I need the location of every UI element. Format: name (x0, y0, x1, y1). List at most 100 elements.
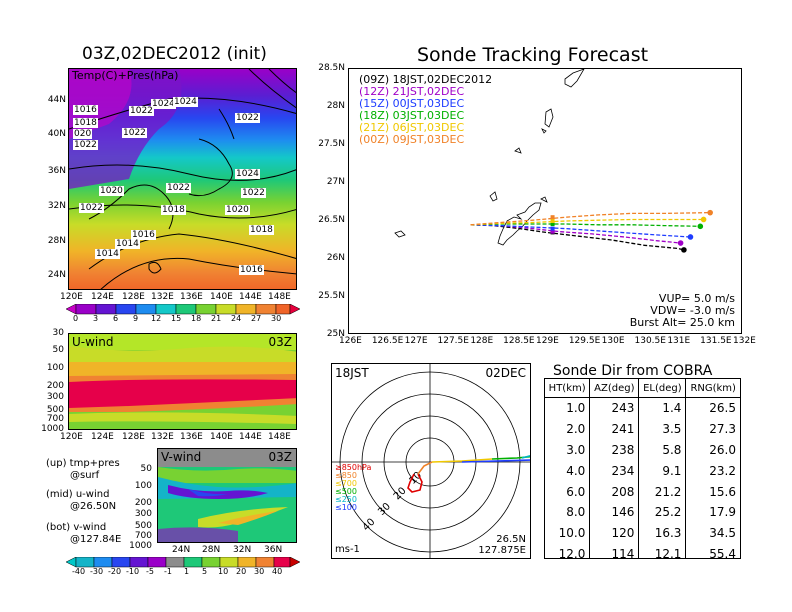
colorbar-tick: 30 (271, 314, 282, 323)
wind-colorbar-tick: 1 (184, 567, 190, 576)
uwind-panel: U-wind 03Z (68, 333, 297, 430)
track-lon-label: 126.5E (371, 336, 404, 346)
track-endpoint (677, 240, 684, 246)
polar-panel: 10 20 30 40 18JST 02DEC ≥850hPa ≤850 ≤700 ≤… (331, 363, 531, 559)
track-line (470, 224, 691, 238)
note-up-level: @surf (70, 470, 100, 481)
colorbar-tick: 15 (171, 314, 182, 323)
track-lat-label: 28N (326, 101, 345, 111)
table-cell: 12.1 (638, 543, 687, 558)
uwind-pres-label: 100 (46, 363, 64, 373)
level-legend-item: ≤250 (335, 495, 357, 504)
wind-colorbar-tick: 20 (236, 567, 247, 576)
wind-colorbar-tick: -40 (72, 567, 86, 576)
vwind-pres-label: 1000 (129, 541, 152, 551)
polar-unit: ms-1 (335, 544, 360, 555)
table-cell: 241 (589, 418, 640, 440)
vwind-field (158, 449, 296, 542)
vwind-lat-label: 32N (233, 545, 252, 555)
uwind-pres-label: 30 (52, 328, 64, 338)
table-row: 6.0 208 21.2 15.6 (545, 481, 740, 502)
table-cell: 146 (589, 501, 640, 523)
colorbar-tick: 24 (231, 314, 242, 323)
track-lat-label: 27N (326, 177, 345, 187)
map-lat-label: 32N (47, 201, 66, 211)
wind-trace (407, 473, 423, 493)
isobar-label: 1024 (151, 99, 176, 109)
vwind-pres-label: 300 (134, 509, 152, 519)
col-header-el: EL(deg) (638, 379, 687, 398)
table-cell: 1.4 (638, 397, 687, 419)
uwind-pres-label: 700 (46, 414, 64, 424)
track-marker (550, 226, 555, 231)
vwind-pres-label: 700 (134, 531, 152, 541)
track-lon-label: 131E (667, 336, 691, 346)
table-cell: 26.0 (709, 442, 736, 457)
track-lat-label: 25N (326, 329, 345, 339)
isobar-label: 1016 (131, 230, 156, 240)
wind-colorbar-tick: 5 (202, 567, 208, 576)
level-legend-item: ≤500 (335, 487, 357, 496)
legend-item: (21Z) 06JST,03DEC (359, 121, 465, 134)
param-vup: VUP= 5.0 m/s (658, 292, 735, 305)
table-cell: 15.6 (709, 484, 736, 499)
colorbar-tick: 27 (251, 314, 262, 323)
table-row: 1.0 243 1.4 26.5 (545, 397, 740, 419)
map-lon-label: 124E (91, 292, 114, 302)
ring-label: 20 (392, 486, 409, 503)
track-lon-label: 126E (339, 336, 362, 346)
island-outline (564, 69, 585, 88)
island-outline (394, 230, 406, 238)
sonde-table-title: Sonde Dir from COBRA (553, 363, 713, 379)
map-lon-label: 132E (151, 292, 174, 302)
polar-position: 26.5N 127.875E (478, 534, 526, 556)
uwind-time: 03Z (268, 335, 293, 349)
vwind-pres-label: 200 (134, 498, 152, 508)
uwind-field (69, 334, 296, 429)
wind-trace (431, 458, 493, 463)
table-cell: 8.0 (545, 501, 591, 523)
track-endpoint (697, 223, 704, 230)
vwind-lat-label: 36N (264, 545, 283, 555)
level-legend-item: ≤100 (335, 503, 357, 512)
colorbar-tick: 21 (211, 314, 222, 323)
track-plot (394, 69, 713, 253)
vwind-pres-label: 100 (134, 481, 152, 491)
wind-colorbar-tick: 30 (254, 567, 265, 576)
island-outline (514, 147, 522, 154)
table-cell: 4.0 (545, 460, 591, 482)
track-marker (550, 229, 555, 234)
sonde-table-body: 1.0 243 1.4 26.5 2.0 241 3.5 27.3 3.0 238 5.8 26.0 4… (545, 397, 740, 558)
track-lon-label: 130E (601, 336, 625, 346)
isobar-label: 1024 (235, 169, 260, 179)
wind-colorbar-tick: -30 (90, 567, 104, 576)
wind-colorbar (66, 557, 300, 568)
table-cell: 208 (589, 481, 640, 502)
legend-item: (09Z) 18JST,02DEC2012 (359, 73, 493, 86)
map-lon-label: 148E (268, 292, 291, 302)
col-header-az: AZ(deg) (589, 379, 640, 398)
level-legend-item: ≤850 (335, 471, 357, 480)
isobar-label: 1018 (73, 118, 98, 128)
table-cell: 17.9 (709, 505, 736, 520)
main-title: Sonde Tracking Forecast (417, 44, 649, 66)
col-header-ht: HT(km) (545, 379, 591, 398)
isobar-label: 1024 (173, 97, 198, 107)
map-lon-label: 128E (122, 292, 145, 302)
table-row: 2.0 241 3.5 27.3 (545, 418, 740, 440)
polar-level-legend: ≥850hPa ≤850 ≤700 ≤500 ≤250 ≤100 (335, 464, 371, 512)
track-marker (550, 222, 555, 227)
track-endpoint (687, 234, 694, 240)
track-lat-label: 25.5N (318, 291, 345, 301)
note-bot-level: @127.84E (70, 534, 122, 545)
table-row: 8.0 146 25.2 17.9 (545, 501, 740, 523)
isobar-label: 1022 (73, 140, 98, 150)
vwind-label: V-wind (161, 450, 202, 464)
uwind-lon-label: 124E (91, 432, 114, 442)
table-cell: 114 (589, 543, 640, 558)
table-row: 12.0 114 12.1 55.4 (545, 543, 740, 558)
isobar-label: 1022 (79, 203, 104, 213)
uwind-lon-label: 144E (239, 432, 262, 442)
track-lat-label: 26.5N (318, 215, 345, 225)
